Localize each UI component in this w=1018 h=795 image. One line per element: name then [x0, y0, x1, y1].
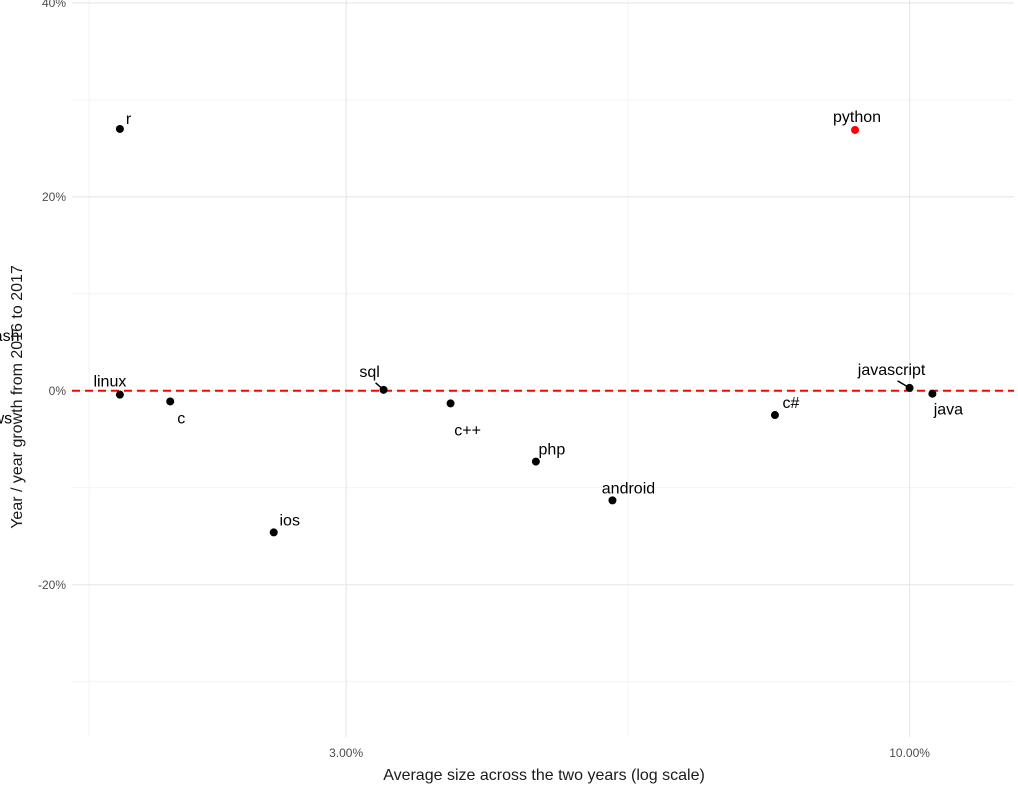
label-c: c [177, 410, 185, 427]
label-php: php [539, 442, 566, 459]
label-android: android [602, 480, 655, 497]
point-python [851, 125, 860, 134]
label-java: java [933, 402, 963, 419]
label-csharp: c# [782, 395, 799, 412]
y-tick-label: 20% [42, 190, 66, 204]
point-javascript [905, 383, 914, 392]
label-ios: ios [280, 512, 300, 529]
y-tick-label: 0% [49, 384, 67, 398]
point-android [608, 496, 617, 505]
label-r: r [126, 111, 132, 128]
axis-ticks: 0.03%0.10%0.30%1.00%3.00%10.00%40%20%0%-… [38, 0, 930, 760]
label-linux: linux [93, 374, 126, 391]
x-tick-label: 3.00% [329, 746, 363, 760]
point-cplusplus [446, 399, 455, 408]
label-sql: sql [359, 364, 379, 381]
y-tick-label: 40% [42, 0, 66, 10]
y-tick-label: -20% [38, 578, 66, 592]
point-ios [269, 528, 278, 537]
point-java [928, 389, 937, 398]
label-windows: windows [0, 411, 12, 428]
point-php [531, 457, 540, 466]
label-bash: bash [0, 328, 19, 345]
y-axis-title: Year / year growth from 2016 to 2017 [9, 265, 26, 529]
label-javascript: javascript [857, 362, 926, 379]
label-python: python [833, 109, 881, 126]
label-leaders [375, 380, 910, 391]
point-c [166, 397, 175, 406]
label-cplusplus: c++ [454, 422, 481, 439]
point-csharp [770, 411, 779, 420]
point-linux [115, 390, 124, 399]
x-tick-label: 10.00% [889, 746, 930, 760]
point-r [115, 124, 124, 133]
x-axis-title: Average size across the two years (log s… [383, 767, 705, 784]
data-labels: rustgorpythongroovyswiftscalabashvbajava… [0, 109, 963, 529]
point-sql [379, 385, 388, 394]
data-points [115, 124, 937, 537]
